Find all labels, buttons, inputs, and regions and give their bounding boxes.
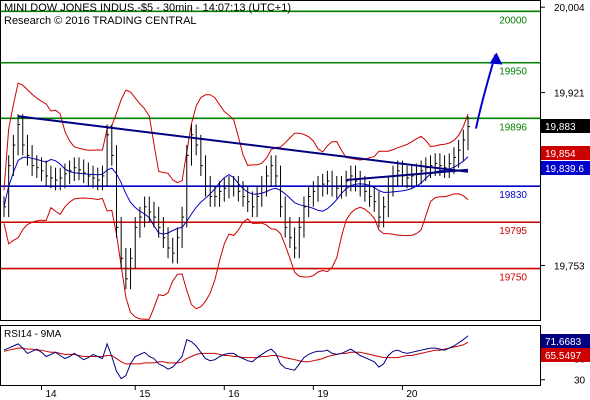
x-tick-label: 14 <box>45 389 57 400</box>
price-tag-moving_average: 19,839.6 <box>545 164 584 175</box>
rsi-tag-0: 71.6683 <box>545 337 582 348</box>
x-tick-label: 16 <box>228 389 240 400</box>
level-label-19750: 19750 <box>499 273 527 284</box>
price-panel <box>0 0 541 321</box>
descending-trendline <box>17 115 469 173</box>
level-label-20000: 20000 <box>499 15 527 26</box>
level-label-19896: 19896 <box>499 122 527 133</box>
x-tick-label: 19 <box>317 389 329 400</box>
chart-title: MINI DOW JONES INDUS.-$5 - 30min - 14:07… <box>4 2 291 14</box>
projection-arrow-head <box>489 52 503 65</box>
price-bars <box>3 114 470 290</box>
price-tag-box <box>541 146 590 160</box>
y-tick-label: 19,753 <box>554 261 585 272</box>
price-tag-box <box>541 161 590 175</box>
rsi-y-tick-label: 30 <box>574 376 586 387</box>
price-tags: 19,883 19,854 19,839.6 71.6683 65.5497 <box>541 119 590 362</box>
bollinger-upper <box>3 82 469 191</box>
level-label-19950: 19950 <box>499 67 527 78</box>
level-label-19795: 19795 <box>499 226 527 237</box>
rsi-tag-1: 65.5497 <box>545 351 582 362</box>
projection-arrow <box>475 54 497 129</box>
moving-average <box>3 156 469 235</box>
y-tick-label: 20,004 <box>554 3 585 14</box>
rsi-line <box>3 335 469 380</box>
x-tick-label: 15 <box>139 389 151 400</box>
price-tag-bollinger: 19,854 <box>545 149 576 160</box>
price-tag-box <box>541 119 590 133</box>
level-label-19830: 19830 <box>499 190 527 201</box>
y-tick-label: 19,921 <box>554 89 585 100</box>
price-plot-area: 20000 19950 19896 19830 19795 19750 <box>1 10 540 320</box>
rsi-tag-box <box>541 334 590 348</box>
rsi-tag-box <box>541 348 590 362</box>
triangle-lower-line <box>346 168 469 182</box>
x-tick-label: 20 <box>406 389 418 400</box>
bollinger-lower <box>3 193 469 320</box>
price-tag-current: 19,883 <box>545 122 576 133</box>
rsi-panel <box>0 325 541 386</box>
rsi-plot-area <box>3 335 469 380</box>
rsi-ma-line <box>3 341 469 365</box>
chart-subtitle: Research © 2016 TRADING CENTRAL <box>4 15 197 27</box>
rsi-title: RSI14 - 9MA <box>4 329 62 340</box>
